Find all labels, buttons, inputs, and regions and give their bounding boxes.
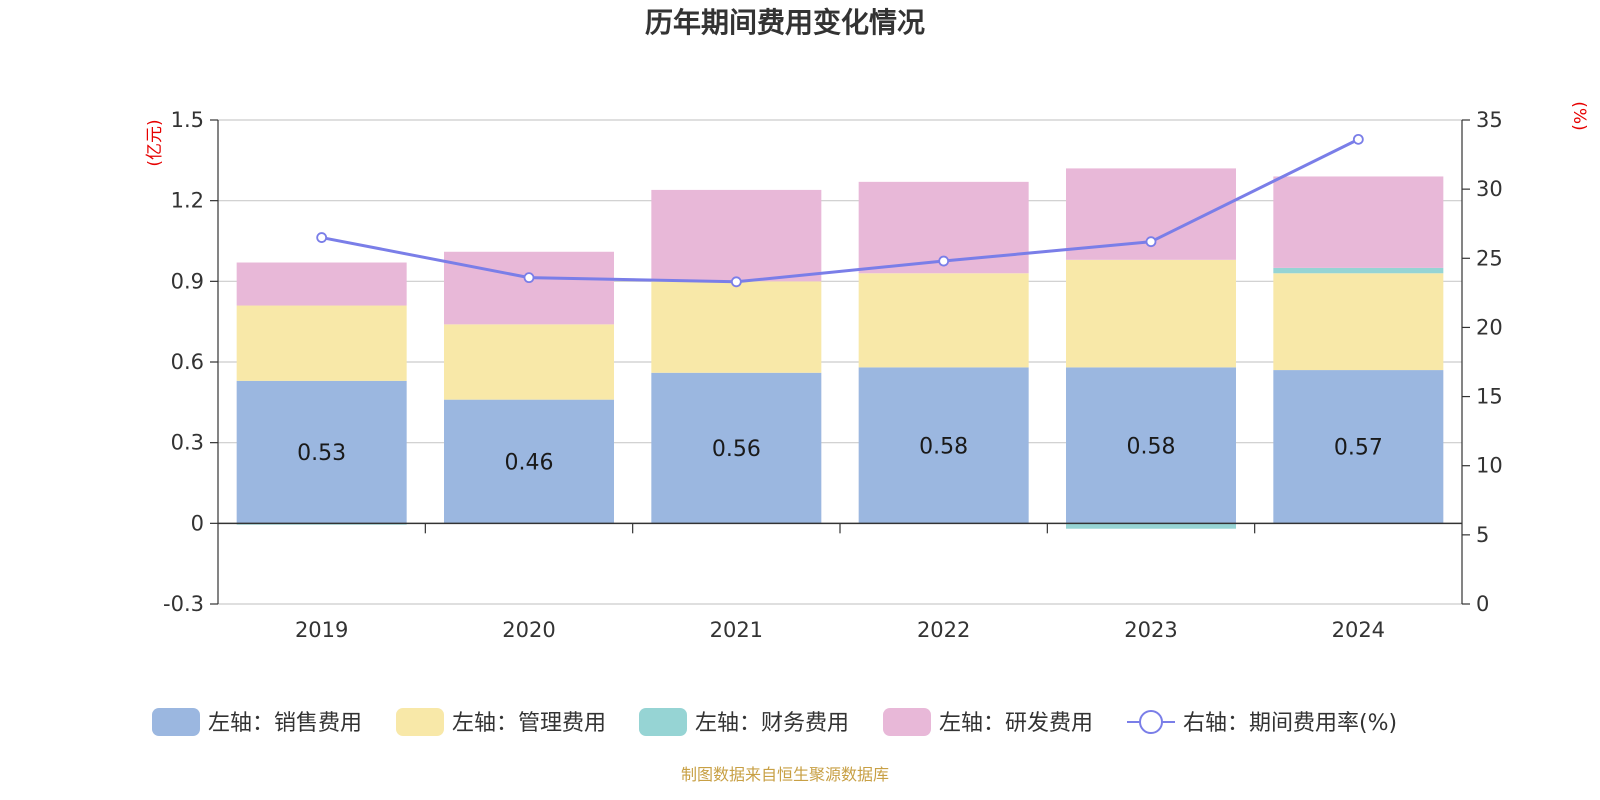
legend-swatch-管理费用 [396, 708, 444, 736]
bar-labels: 0.53 0.46 0.56 0.58 0.58 0.57 [297, 434, 1383, 475]
rate-line [321, 138, 1359, 284]
right-axis-tick-label: 5 [1476, 523, 1489, 547]
chart-title: 历年期间费用变化情况 [645, 6, 925, 39]
right-axis-tick-label: 0 [1476, 592, 1489, 616]
right-axis-tick-label: 35 [1476, 108, 1503, 132]
legend-swatch-研发费用 [883, 708, 931, 736]
rate-point-2022 [938, 255, 950, 267]
left-axis-unit: (亿元) [145, 119, 165, 166]
right-axis-tick-label: 25 [1476, 246, 1503, 270]
legend-swatch-财务费用 [639, 708, 687, 736]
left-axis-tick-label: 0.6 [171, 350, 204, 374]
bars [236, 168, 1444, 529]
bar-销售费用-2023 [1066, 367, 1236, 524]
right-axis-unit: (%) [1569, 101, 1589, 130]
left-axis-tick-label: 1.2 [171, 189, 204, 213]
source-note: 制图数据来自恒生聚源数据库 [681, 765, 889, 784]
bar-data-label: 0.53 [297, 441, 346, 466]
bar-销售费用-2021 [651, 372, 822, 524]
left-axis-tick-label: 0.9 [171, 269, 204, 293]
left-axis-tick-label: -0.3 [163, 592, 204, 616]
bar-data-label: 0.57 [1334, 436, 1383, 461]
bar-管理费用-2022 [858, 273, 1029, 368]
legend-swatch-销售费用 [152, 708, 200, 736]
rate-line-series [316, 133, 1364, 288]
bar-销售费用-2024 [1273, 370, 1444, 524]
bar-财务费用-2024 [1273, 267, 1444, 274]
legend-label: 左轴：财务费用 [695, 711, 849, 736]
bar-data-label: 0.46 [505, 450, 554, 475]
bar-销售费用-2022 [858, 367, 1029, 524]
legend-circle-swatch [1139, 710, 1163, 734]
legend-label: 左轴：研发费用 [939, 711, 1093, 736]
bar-管理费用-2020 [444, 324, 614, 400]
right-axis-tick-label: 10 [1476, 454, 1503, 478]
bar-财务费用-2023 [1066, 523, 1236, 529]
rate-point-2020 [523, 272, 535, 284]
gridlines [218, 119, 1462, 605]
bar-研发费用-2020 [444, 251, 614, 325]
bar-data-label: 0.58 [1127, 434, 1176, 459]
bar-研发费用-2019 [236, 262, 407, 306]
legend-label: 左轴：管理费用 [452, 711, 606, 736]
x-axis-label: 2022 [917, 618, 970, 642]
rate-point-2024 [1352, 133, 1364, 145]
bar-管理费用-2024 [1273, 273, 1444, 371]
rate-point-2021 [730, 276, 742, 288]
bar-销售费用-2020 [444, 399, 614, 524]
x-axis-label: 2020 [502, 618, 555, 642]
legend-label: 右轴：期间费用率(%) [1183, 711, 1397, 736]
rate-point-2023 [1145, 236, 1157, 248]
axes: 1.5 1.2 0.9 0.6 0.3 0 -0.3 35 30 25 20 15 10 5 0 2019 20… [163, 108, 1503, 642]
bar-研发费用-2024 [1273, 176, 1444, 268]
right-axis-tick-label: 20 [1476, 315, 1503, 339]
rate-point-2019 [316, 232, 328, 243]
x-axis-label: 2019 [295, 618, 348, 642]
left-axis-tick-label: 1.5 [171, 108, 204, 132]
left-axis-tick-label: 0 [191, 511, 204, 535]
bar-管理费用-2019 [236, 305, 407, 381]
x-axis-label: 2024 [1332, 618, 1385, 642]
legend-label: 左轴：销售费用 [208, 711, 362, 736]
bar-管理费用-2023 [1066, 259, 1236, 368]
x-axis-label: 2023 [1124, 618, 1177, 642]
x-axis-label: 2021 [710, 618, 763, 642]
left-axis-tick-label: 0.3 [171, 431, 204, 455]
bar-研发费用-2021 [651, 189, 822, 282]
bar-销售费用-2019 [236, 380, 407, 524]
legend: 左轴：销售费用 左轴：管理费用 左轴：财务费用 左轴：研发费用 右轴：期间费用率(%) [152, 708, 1397, 736]
right-axis-tick-label: 15 [1476, 385, 1503, 409]
bar-管理费用-2021 [651, 281, 822, 373]
bar-data-label: 0.58 [919, 434, 968, 459]
bar-data-label: 0.56 [712, 437, 761, 462]
right-axis-tick-label: 30 [1476, 177, 1503, 201]
